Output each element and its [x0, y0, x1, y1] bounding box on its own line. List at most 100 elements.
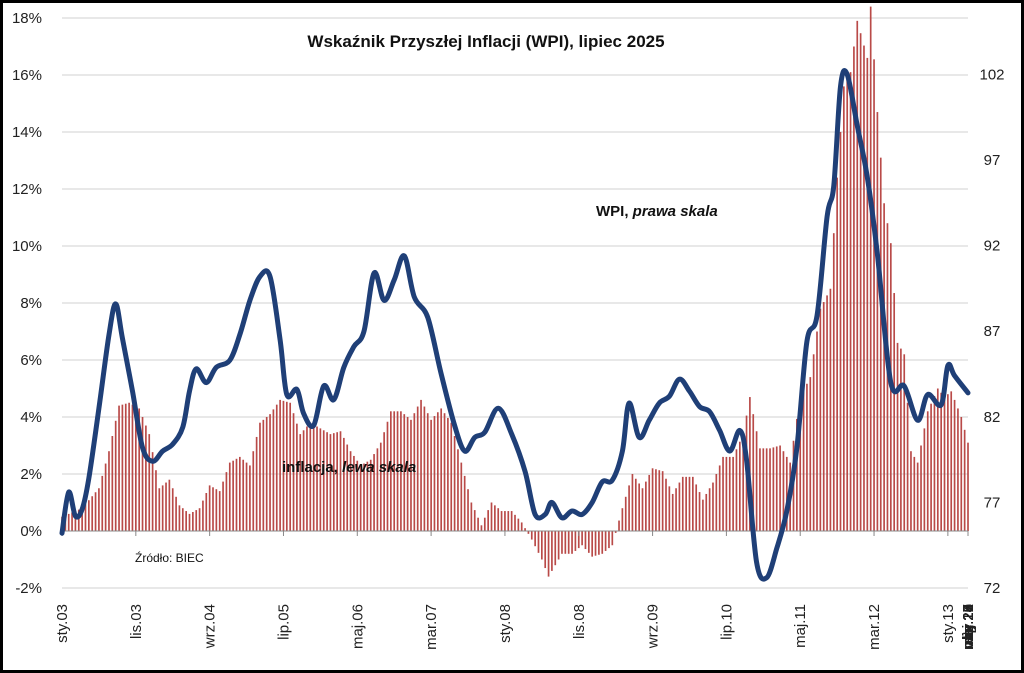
inflation-bar — [759, 448, 761, 531]
inflation-bar — [483, 517, 486, 531]
inflation-bar — [893, 293, 896, 531]
inflation-bar — [467, 489, 469, 531]
inflation-bar — [410, 419, 412, 531]
inflation-bar — [718, 465, 721, 531]
inflation-bar — [913, 456, 916, 531]
inflation-bar — [81, 508, 83, 531]
inflation-bar — [235, 458, 238, 531]
inflation-bar — [678, 482, 681, 531]
inflation-bar — [88, 500, 90, 531]
inflation-bar — [332, 433, 335, 531]
inflation-bar — [530, 531, 533, 540]
inflation-bar — [205, 493, 208, 531]
inflation-bar — [114, 420, 117, 531]
inflation-bar — [554, 531, 557, 566]
inflation-bar — [396, 411, 399, 531]
inflation-bar — [816, 331, 818, 531]
inflation-bar — [356, 460, 359, 531]
inflation-bar — [71, 512, 73, 531]
inflation-bar — [779, 445, 781, 531]
inflation-bar — [497, 508, 500, 531]
inflation-bar — [634, 478, 637, 531]
inflation-bar — [963, 429, 966, 531]
inflation-bar — [728, 456, 731, 531]
x-axis-tick-label: sty.18 — [960, 604, 977, 643]
inflation-bar — [343, 437, 345, 531]
left-axis-tick-label: 2% — [20, 466, 42, 483]
inflation-bar — [440, 408, 443, 531]
inflation-bar — [490, 502, 493, 531]
x-axis-tick-label: lis.23 — [960, 604, 977, 639]
inflation-bar — [443, 413, 446, 531]
inflation-bar — [943, 397, 946, 531]
inflation-bar — [289, 402, 292, 531]
inflation-bar — [239, 456, 241, 531]
inflation-bar — [252, 451, 255, 531]
inflation-bar — [245, 462, 248, 531]
inflation-bar — [722, 456, 724, 531]
inflation-bar — [460, 462, 463, 531]
inflation-bar — [926, 411, 929, 531]
inflation-bar — [624, 496, 627, 531]
inflation-bar — [336, 432, 338, 531]
inflation-bar — [685, 476, 687, 531]
x-axis-tick-label: lip.20 — [960, 604, 977, 640]
inflation-bar — [869, 6, 872, 532]
inflation-bar — [158, 488, 161, 531]
x-axis-tick-label: lip.10 — [718, 604, 735, 640]
x-axis-tick-label: lip.25 — [960, 604, 977, 640]
inflation-bar — [574, 531, 577, 551]
x-axis-tick-label: sty.08 — [497, 604, 514, 643]
inflation-bar — [463, 475, 466, 531]
inflation-bar — [108, 451, 110, 531]
inflation-bar — [195, 510, 198, 531]
inflation-bar — [453, 436, 456, 531]
inflation-bar — [376, 448, 379, 531]
inflation-bar — [279, 399, 281, 531]
wpi-annotation-label: WPI, — [596, 203, 629, 220]
inflation-bar — [98, 488, 100, 531]
inflation-bar — [181, 508, 184, 531]
inflation-bar — [916, 462, 919, 531]
inflation-bar — [900, 348, 902, 531]
inflation-bar — [957, 408, 959, 531]
x-axis-tick-label: wrz.24 — [960, 604, 977, 649]
inflation-bar — [322, 430, 325, 531]
inflation-bar — [967, 442, 969, 531]
inflation-bar — [651, 468, 654, 531]
inflation-bar — [806, 383, 808, 531]
inflation-bar — [712, 482, 714, 531]
inflation-bar — [541, 531, 543, 560]
inflation-bar — [631, 474, 634, 531]
x-axis-tick-label: wrz.14 — [960, 604, 977, 649]
inflation-bar — [564, 531, 567, 554]
inflation-bar — [772, 447, 775, 531]
inflation-bar — [145, 425, 147, 531]
inflation-bar — [826, 295, 828, 531]
inflation-bar — [208, 485, 211, 531]
inflation-bar — [534, 531, 536, 547]
left-axis-tick-label: -2% — [15, 580, 42, 597]
inflation-bar — [510, 511, 513, 531]
left-axis-tick-label: 12% — [12, 181, 42, 198]
inflation-bar — [228, 462, 231, 531]
x-axis-tick-label: lip.05 — [275, 604, 292, 640]
inflation-bar — [671, 493, 674, 531]
x-axis-tick-label: lis.08 — [571, 604, 588, 639]
left-axis-tick-label: 0% — [20, 523, 42, 540]
inflation-bar — [269, 414, 271, 531]
inflation-bar — [537, 531, 540, 553]
inflation-bar — [769, 448, 771, 531]
inflation-bar — [749, 397, 751, 531]
inflation-bar — [292, 413, 295, 531]
left-axis-tick-label: 16% — [12, 67, 42, 84]
inflation-bar — [353, 455, 355, 531]
inflation-bar — [420, 399, 422, 531]
grid-lines — [62, 17, 968, 589]
inflation-bar — [648, 474, 651, 531]
inflation-bar — [212, 487, 214, 531]
inflation-bar — [675, 488, 677, 531]
x-axis-tick-label: maj.16 — [960, 604, 977, 649]
inflation-bar — [215, 489, 218, 531]
inflation-bar — [614, 531, 617, 533]
